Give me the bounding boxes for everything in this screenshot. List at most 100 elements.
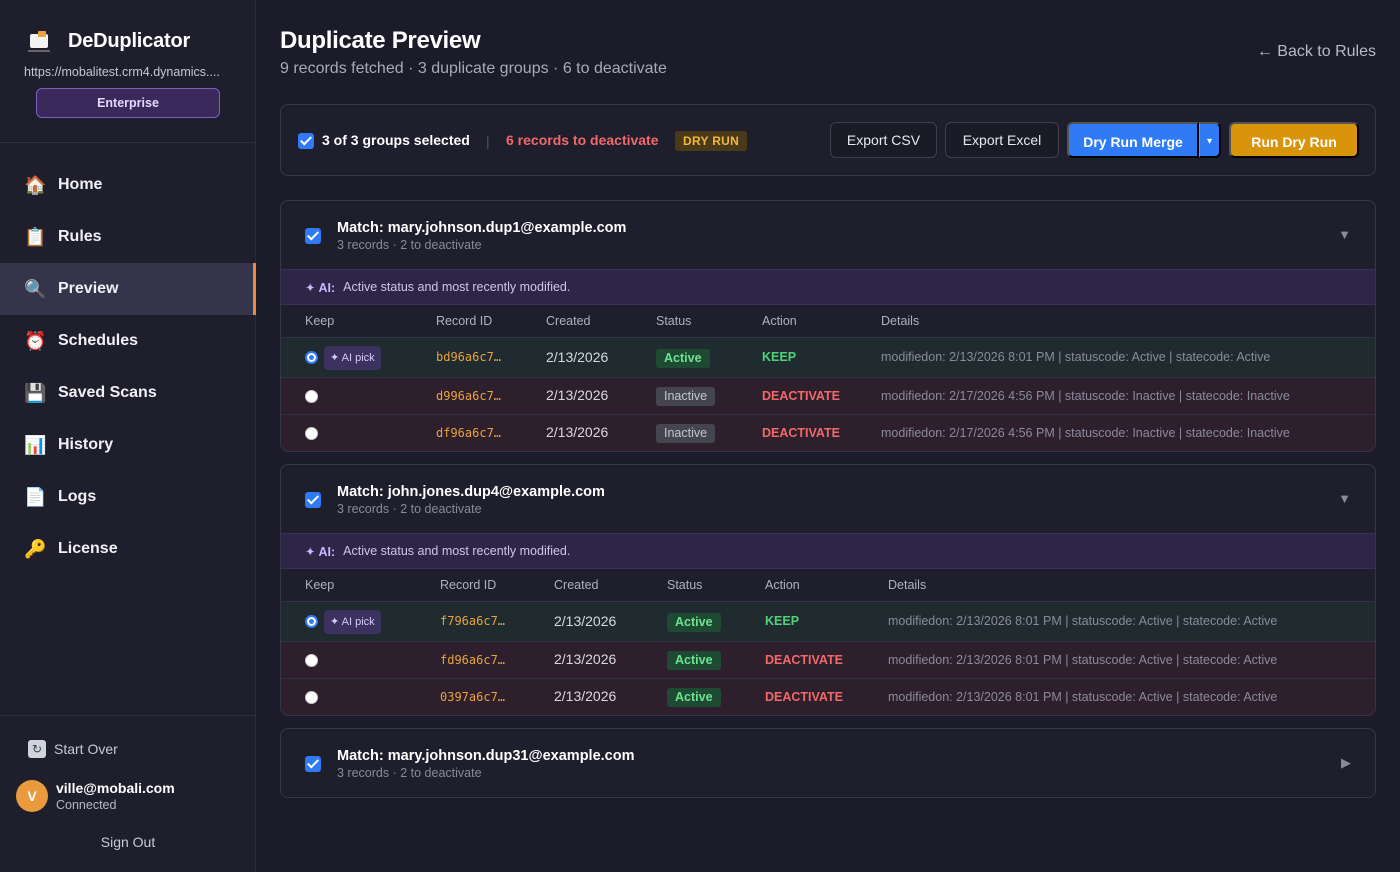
table-row: fd96a6c7… 2/13/2026 Active DEACTIVATE mo…: [281, 642, 1375, 679]
group-checkbox[interactable]: [305, 228, 321, 244]
sidebar-item-home[interactable]: 🏠 Home: [0, 159, 256, 211]
page-title: Duplicate Preview: [280, 27, 481, 54]
record-details: modifiedon: 2/13/2026 8:01 PM | statusco…: [888, 690, 1278, 704]
refresh-icon: ↻: [28, 740, 46, 758]
ai-reason: Active status and most recently modified…: [343, 280, 571, 294]
run-dry-run-button[interactable]: Run Dry Run: [1229, 122, 1359, 158]
group-header[interactable]: Match: john.jones.dup4@example.com 3 rec…: [281, 465, 1375, 533]
table-row: df96a6c7… 2/13/2026 Inactive DEACTIVATE …: [281, 415, 1375, 451]
sidebar: DeDuplicator https://mobalitest.crm4.dyn…: [0, 0, 256, 872]
created-date: 2/13/2026: [546, 424, 609, 440]
action-label: DEACTIVATE: [765, 690, 844, 704]
sidebar-item-label: Saved Scans: [58, 384, 157, 401]
dry-run-badge: DRY RUN: [675, 131, 748, 151]
status-badge: Active: [656, 349, 710, 368]
collapse-icon[interactable]: ▼: [1338, 227, 1351, 242]
group-subtitle: 3 records · 2 to deactivate: [337, 766, 482, 780]
dry-run-merge-button[interactable]: Dry Run Merge: [1067, 122, 1199, 158]
record-id: 0397a6c7…: [440, 690, 506, 704]
keep-radio[interactable]: [305, 351, 318, 364]
merge-mode-dropdown[interactable]: ▾: [1199, 122, 1221, 158]
status-badge: Inactive: [656, 424, 716, 443]
ai-reason-bar: ✦ AI: Active status and most recently mo…: [281, 533, 1375, 569]
status-badge: Active: [667, 613, 721, 632]
collapse-icon[interactable]: ▼: [1338, 491, 1351, 506]
keep-radio[interactable]: [305, 427, 318, 440]
column-header: Details: [888, 578, 927, 592]
sidebar-item-license[interactable]: 🔑 License: [0, 523, 256, 575]
clipboard-icon: 📋: [24, 226, 47, 247]
select-all-checkbox[interactable]: [298, 133, 314, 149]
org-url: https://mobalitest.crm4.dynamics....: [24, 65, 220, 79]
expand-icon[interactable]: ▶: [1341, 755, 1351, 770]
group-checkbox[interactable]: [305, 756, 321, 772]
keep-radio[interactable]: [305, 691, 318, 704]
column-header: Status: [656, 314, 692, 328]
group-header[interactable]: Match: mary.johnson.dup1@example.com 3 r…: [281, 201, 1375, 269]
export-csv-button[interactable]: Export CSV: [830, 122, 937, 158]
column-header: Keep: [305, 578, 335, 592]
record-id: df96a6c7…: [436, 426, 502, 440]
keep-radio[interactable]: [305, 654, 318, 667]
column-header: Record ID: [436, 314, 493, 328]
sidebar-item-label: Rules: [58, 228, 102, 245]
chevron-down-icon: ▾: [1206, 136, 1213, 147]
record-details: modifiedon: 2/13/2026 8:01 PM | statusco…: [881, 350, 1271, 364]
avatar: V: [16, 780, 48, 812]
keep-radio[interactable]: [305, 615, 318, 628]
brand: DeDuplicator: [24, 28, 190, 54]
sidebar-divider: [0, 142, 256, 143]
action-label: DEACTIVATE: [765, 653, 844, 667]
sidebar-item-saved-scans[interactable]: 💾 Saved Scans: [0, 367, 256, 419]
sidebar-item-rules[interactable]: 📋 Rules: [0, 211, 256, 263]
status-badge: Active: [667, 688, 721, 707]
table-row: d996a6c7… 2/13/2026 Inactive DEACTIVATE …: [281, 378, 1375, 415]
column-header: Created: [554, 578, 599, 592]
export-excel-button[interactable]: Export Excel: [945, 122, 1059, 158]
created-date: 2/13/2026: [554, 651, 617, 667]
created-date: 2/13/2026: [554, 613, 617, 629]
sidebar-item-history[interactable]: 📊 History: [0, 419, 256, 471]
column-header: Created: [546, 314, 591, 328]
key-icon: 🔑: [24, 538, 47, 559]
sidebar-item-logs[interactable]: 📄 Logs: [0, 471, 256, 523]
sidebar-item-label: Home: [58, 176, 103, 193]
column-header: Action: [765, 578, 800, 592]
record-details: modifiedon: 2/17/2026 4:56 PM | statusco…: [881, 389, 1290, 403]
sidebar-divider: [0, 715, 256, 716]
group-subtitle: 3 records · 2 to deactivate: [337, 238, 482, 252]
back-to-rules-link[interactable]: ← Back to Rules: [1256, 43, 1376, 60]
ai-reason: Active status and most recently modified…: [343, 544, 571, 558]
sidebar-item-label: Preview: [58, 280, 119, 297]
status-badge: Active: [667, 651, 721, 670]
plan-badge: Enterprise: [36, 88, 220, 118]
created-date: 2/13/2026: [546, 349, 609, 365]
deactivate-count: 6 records to deactivate: [506, 132, 659, 148]
action-label: KEEP: [762, 350, 797, 364]
duplicate-group: Match: mary.johnson.dup31@example.com 3 …: [280, 728, 1376, 798]
ai-pick-badge: ✦ AI pick: [324, 610, 381, 634]
sign-out-button[interactable]: Sign Out: [100, 834, 156, 850]
created-date: 2/13/2026: [546, 387, 609, 403]
table-row: ✦ AI pick bd96a6c7… 2/13/2026 Active KEE…: [281, 338, 1375, 378]
column-header: Action: [762, 314, 797, 328]
sidebar-item-label: License: [58, 540, 118, 557]
group-title: Match: john.jones.dup4@example.com: [337, 484, 605, 500]
user-email: ville@mobali.com: [56, 780, 175, 796]
ai-reason-bar: ✦ AI: Active status and most recently mo…: [281, 269, 1375, 305]
group-header[interactable]: Match: mary.johnson.dup31@example.com 3 …: [281, 729, 1375, 797]
bar-chart-icon: 📊: [24, 434, 47, 455]
group-checkbox[interactable]: [305, 492, 321, 508]
selection-toolbar: 3 of 3 groups selected | 6 records to de…: [280, 104, 1376, 176]
created-date: 2/13/2026: [554, 688, 617, 704]
document-icon: 📄: [24, 486, 47, 507]
house-icon: 🏠: [24, 174, 47, 195]
sidebar-item-preview[interactable]: 🔍 Preview: [0, 263, 256, 315]
start-over-button[interactable]: ↻ Start Over: [28, 740, 118, 758]
sidebar-item-schedules[interactable]: ⏰ Schedules: [0, 315, 256, 367]
action-label: KEEP: [765, 614, 800, 628]
column-header: Keep: [305, 314, 335, 328]
keep-radio[interactable]: [305, 390, 318, 403]
table-header: Keep Record ID Created Status Action Det…: [281, 569, 1375, 602]
record-details: modifiedon: 2/13/2026 8:01 PM | statusco…: [888, 653, 1278, 667]
